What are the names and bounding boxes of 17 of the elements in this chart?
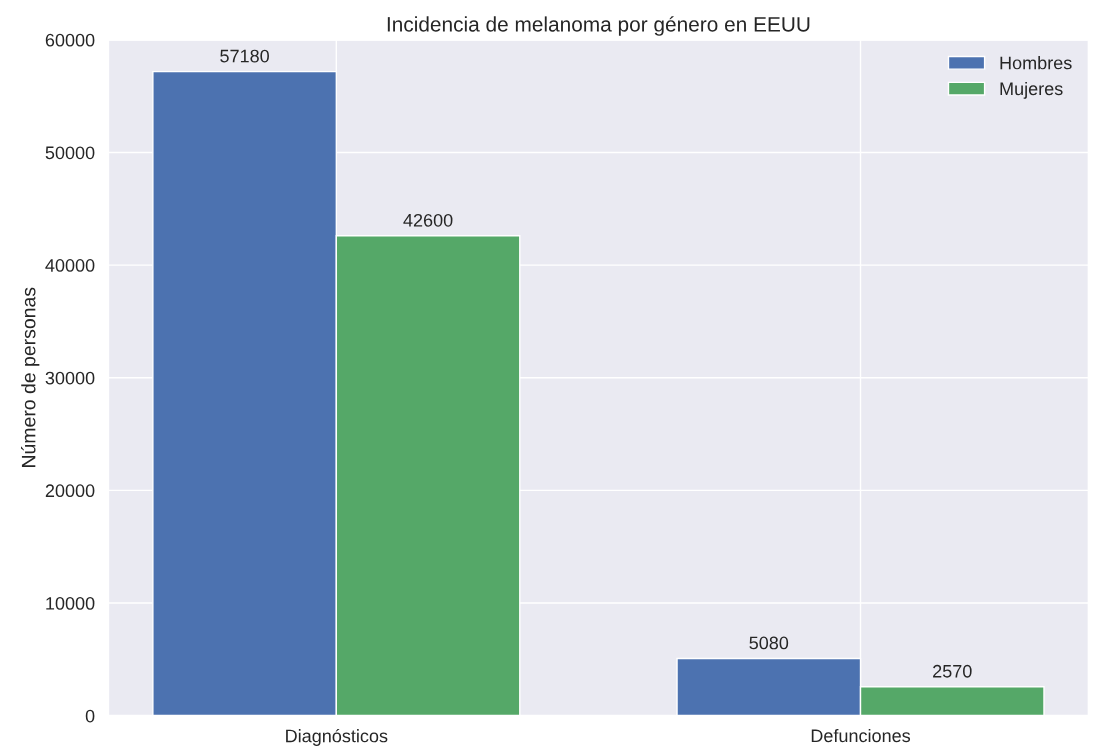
data-label: 42600 — [403, 213, 453, 227]
y-tick-label: 60000 — [45, 33, 95, 47]
y-tick-label: 30000 — [45, 371, 95, 385]
y-tick-label: 20000 — [45, 484, 95, 498]
x-tick-label: Defunciones — [811, 728, 911, 743]
legend-label: Hombres — [1000, 56, 1072, 70]
data-label: 57180 — [220, 49, 269, 63]
y-tick-label: 10000 — [46, 596, 95, 610]
chart-title: Incidencia de melanoma por género en EEUU — [387, 16, 810, 36]
legend-label: Mujeres — [1000, 81, 1063, 99]
y-tick-label: 40000 — [45, 259, 95, 272]
y-tick-label: 50000 — [45, 146, 95, 160]
y-tick-label: 0 — [85, 709, 95, 723]
y-axis-title: Número de personas — [21, 287, 40, 467]
data-label: 2570 — [933, 664, 972, 678]
data-label: 5080 — [749, 636, 789, 650]
x-tick-label: Diagnósticos — [286, 728, 388, 746]
